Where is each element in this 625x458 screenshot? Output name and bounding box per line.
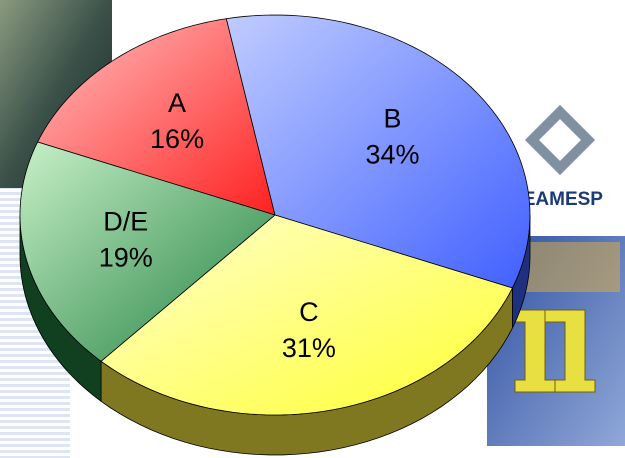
logo-mark	[524, 104, 596, 176]
logo: AEAMESP	[509, 104, 603, 210]
slice	[225, 14, 531, 289]
poster-numeral	[544, 309, 596, 393]
slice	[19, 141, 276, 362]
logo-text: AEAMESP	[509, 189, 603, 210]
slice-value-label: 16%	[150, 124, 204, 154]
slice-value-label: 34%	[366, 139, 420, 169]
slice	[37, 18, 276, 216]
slice-category: D/E	[103, 207, 148, 237]
slice	[100, 214, 513, 416]
slice-value-label: 19%	[99, 243, 153, 273]
pie-chart: A 16% B 34% C 31% D/E 19%	[19, 14, 531, 456]
slice-category: A	[168, 88, 186, 118]
poster-numeral	[504, 309, 556, 393]
slice-category: C	[299, 297, 319, 327]
slice-value-label: 31%	[282, 333, 336, 363]
slice-category: B	[384, 103, 402, 133]
